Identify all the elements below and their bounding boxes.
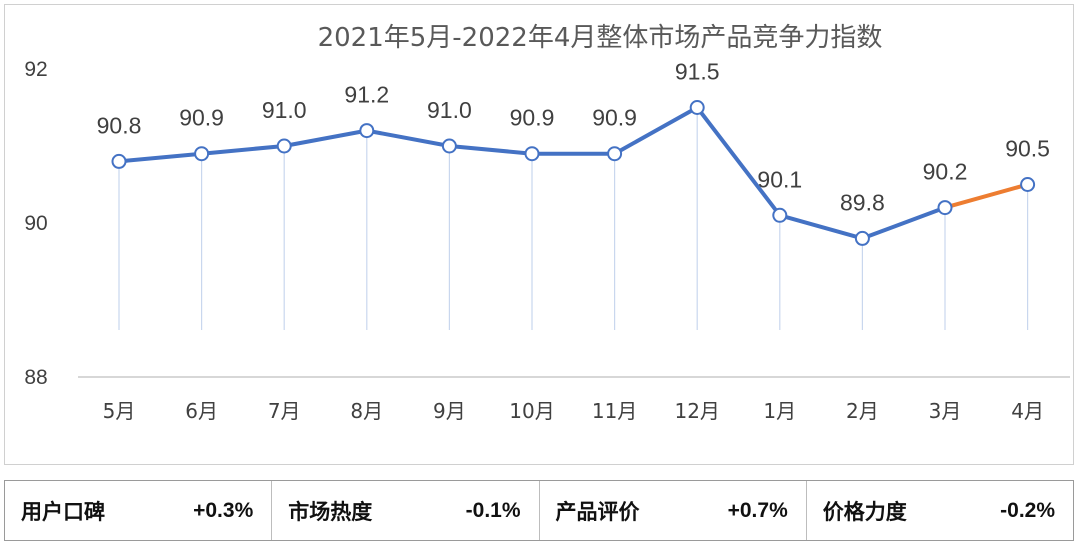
data-point — [111, 153, 127, 169]
data-point — [854, 230, 870, 246]
x-tick-label: 8月 — [350, 399, 383, 423]
x-tick-label: 11月 — [592, 399, 637, 423]
chart-frame — [4, 4, 1074, 465]
data-point — [772, 207, 788, 223]
data-label: 90.9 — [510, 105, 555, 131]
data-point — [937, 200, 953, 216]
stat-user-reputation: 用户口碑 +0.3% — [5, 481, 273, 540]
data-point — [524, 146, 540, 162]
x-tick-label: 5月 — [103, 399, 136, 423]
stats-bar: 用户口碑 +0.3% 市场热度 -0.1% 产品评价 +0.7% 价格力度 -0… — [4, 480, 1074, 541]
stat-value: +0.7% — [727, 498, 788, 522]
data-point — [607, 146, 623, 162]
data-label: 91.2 — [344, 82, 389, 108]
data-point — [441, 138, 457, 154]
data-point — [1020, 177, 1036, 192]
stat-label: 产品评价 — [555, 499, 640, 524]
stat-label: 价格力度 — [822, 499, 907, 524]
stat-market-heat: 市场热度 -0.1% — [272, 481, 540, 540]
data-label: 90.1 — [757, 166, 802, 192]
data-point — [359, 123, 375, 139]
data-point — [689, 100, 705, 115]
stat-value: -0.2% — [1000, 498, 1055, 522]
data-label: 90.2 — [923, 159, 968, 185]
series-line-last-segment — [943, 182, 1030, 210]
data-label: 91.0 — [262, 97, 307, 123]
stat-value: -0.1% — [465, 498, 521, 522]
x-tick-label: 6月 — [185, 399, 218, 423]
stat-label: 用户口碑 — [21, 499, 105, 524]
stat-label: 市场热度 — [288, 499, 373, 524]
data-point — [276, 138, 292, 154]
x-tick-label: 10月 — [509, 399, 554, 423]
x-tick-label: 1月 — [763, 399, 796, 423]
data-label: 91.5 — [675, 59, 720, 85]
x-tick-label: 9月 — [433, 399, 466, 423]
chart-title: 2021年5月-2022年4月整体市场产品竞争力指数 — [318, 23, 883, 53]
stat-price-strength: 价格力度 -0.2% — [807, 481, 1073, 540]
y-tick-label: 92 — [24, 58, 47, 81]
data-label: 89.8 — [840, 189, 885, 215]
data-label: 90.9 — [179, 105, 224, 131]
data-label: 90.5 — [1005, 136, 1050, 162]
data-label: 90.8 — [97, 112, 142, 138]
x-tick-label: 12月 — [674, 399, 719, 423]
x-tick-label: 2月 — [846, 399, 879, 423]
data-label: 91.0 — [427, 97, 472, 123]
x-tick-label: 4月 — [1011, 399, 1044, 423]
stat-value: +0.3% — [193, 498, 254, 522]
data-label: 90.9 — [592, 105, 637, 131]
y-tick-label: 90 — [24, 212, 47, 235]
x-tick-label: 3月 — [929, 399, 962, 423]
y-tick-label: 88 — [24, 366, 47, 389]
x-tick-label: 7月 — [268, 399, 301, 423]
data-point — [194, 146, 210, 162]
stat-product-review: 产品评价 +0.7% — [540, 481, 807, 540]
line-chart: 2021年5月-2022年4月整体市场产品竞争力指数 88 90 92 5月 6月 7月… — [24, 23, 1070, 423]
